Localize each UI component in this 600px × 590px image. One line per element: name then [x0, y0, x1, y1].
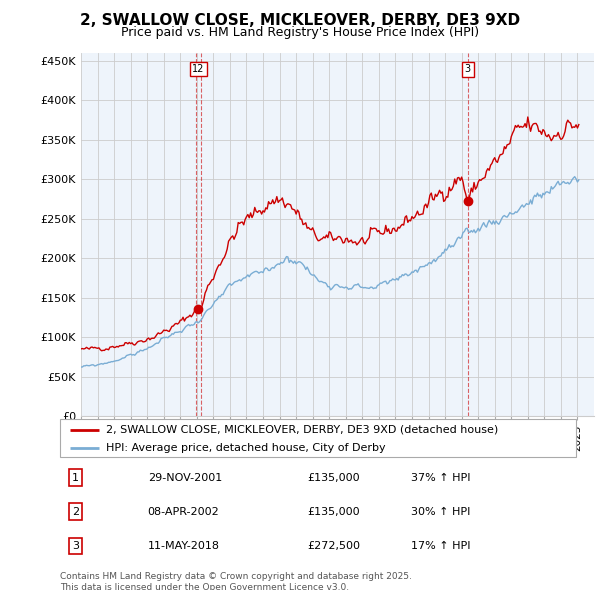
Text: HPI: Average price, detached house, City of Derby: HPI: Average price, detached house, City…: [106, 442, 386, 453]
Text: 29-NOV-2001: 29-NOV-2001: [148, 473, 222, 483]
Text: 2, SWALLOW CLOSE, MICKLEOVER, DERBY, DE3 9XD: 2, SWALLOW CLOSE, MICKLEOVER, DERBY, DE3…: [80, 13, 520, 28]
FancyBboxPatch shape: [60, 419, 576, 457]
Text: 2: 2: [72, 507, 79, 517]
Text: Contains HM Land Registry data © Crown copyright and database right 2025.: Contains HM Land Registry data © Crown c…: [60, 572, 412, 581]
Text: 37% ↑ HPI: 37% ↑ HPI: [411, 473, 470, 483]
Text: 3: 3: [72, 541, 79, 551]
Text: 2, SWALLOW CLOSE, MICKLEOVER, DERBY, DE3 9XD (detached house): 2, SWALLOW CLOSE, MICKLEOVER, DERBY, DE3…: [106, 425, 499, 435]
Text: £272,500: £272,500: [308, 541, 361, 551]
Text: 11-MAY-2018: 11-MAY-2018: [148, 541, 220, 551]
Text: 1: 1: [72, 473, 79, 483]
Text: 3: 3: [464, 64, 471, 74]
Text: 30% ↑ HPI: 30% ↑ HPI: [411, 507, 470, 517]
Text: £135,000: £135,000: [308, 473, 361, 483]
Text: 08-APR-2002: 08-APR-2002: [148, 507, 220, 517]
Text: 17% ↑ HPI: 17% ↑ HPI: [411, 541, 470, 551]
Text: 12: 12: [193, 64, 205, 74]
Text: Price paid vs. HM Land Registry's House Price Index (HPI): Price paid vs. HM Land Registry's House …: [121, 26, 479, 39]
Text: This data is licensed under the Open Government Licence v3.0.: This data is licensed under the Open Gov…: [60, 583, 349, 590]
Text: £135,000: £135,000: [308, 507, 361, 517]
